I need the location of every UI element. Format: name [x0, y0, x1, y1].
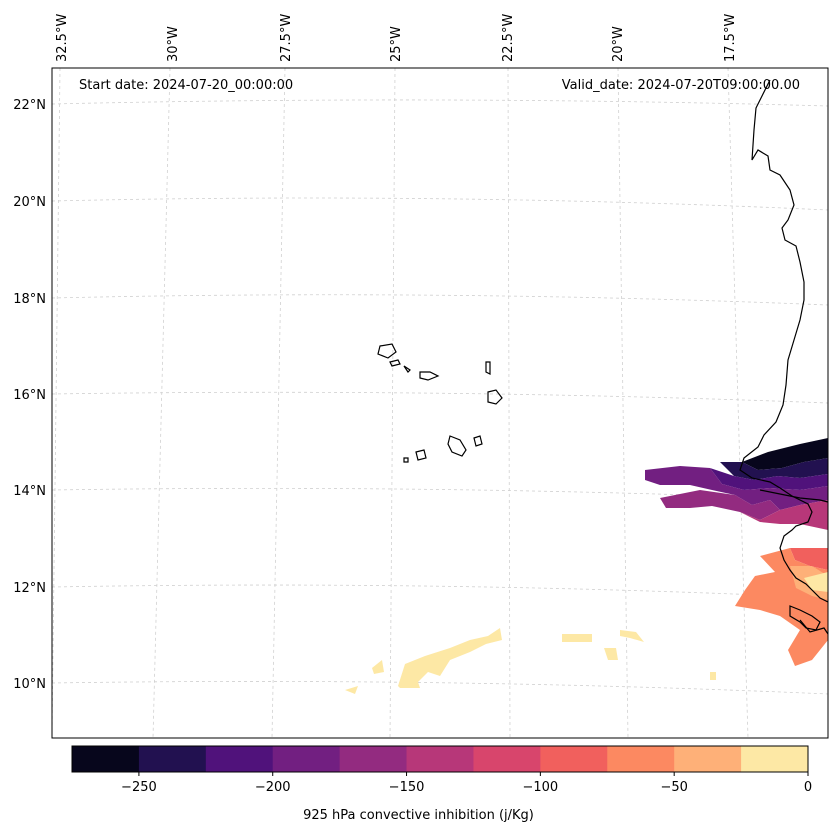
colorbar-tick-label: −100	[523, 780, 559, 795]
island-3	[403, 365, 411, 373]
colorbar-swatch	[540, 746, 608, 772]
cin-region-magenta1	[645, 466, 828, 510]
colorbar-tick-label: −50	[660, 780, 687, 795]
lon-label: 22.5°W	[501, 14, 516, 62]
cin-region-orange-deep	[790, 548, 828, 570]
plot-frame	[51, 67, 829, 739]
island-8	[473, 435, 483, 447]
lat-label: 18°N	[13, 292, 46, 307]
colorbar-swatch	[674, 746, 742, 772]
island-9	[415, 449, 427, 461]
colorbar-tick-label: −250	[121, 780, 157, 795]
cin-region-dark	[742, 438, 828, 470]
cin-region-purple	[710, 468, 828, 490]
cin-patch-3	[398, 628, 502, 688]
lat-label: 16°N	[13, 388, 46, 403]
cin-patch-2	[372, 660, 384, 674]
island-5	[485, 361, 491, 375]
colorbar-swatch	[339, 746, 408, 772]
colorbar-tick-label: 0	[804, 780, 812, 795]
colorbar-swatch	[406, 746, 474, 772]
cin-patch-5	[620, 630, 644, 642]
lon-label: 25°W	[389, 26, 404, 62]
colorbar-swatch	[272, 746, 341, 772]
colorbar-swatch	[607, 746, 675, 772]
colorbar-swatch	[741, 746, 809, 772]
colorbar-tick-label: −200	[255, 780, 291, 795]
lon-label: 17.5°W	[723, 14, 738, 62]
cin-region-magenta2	[660, 490, 780, 520]
colorbar-tick-label: −150	[389, 780, 425, 795]
lon-label: 32.5°W	[55, 14, 70, 62]
cin-field	[345, 438, 828, 694]
colorbar-label: 925 hPa convective inhibition (j/Kg)	[303, 808, 534, 823]
island-4	[419, 371, 440, 381]
island-7	[447, 435, 467, 457]
island-10	[403, 457, 409, 463]
colorbar-swatch	[473, 746, 541, 772]
cin-patch-4	[562, 634, 592, 642]
lat-label: 22°N	[13, 98, 46, 113]
lat-label: 20°N	[13, 195, 46, 210]
cin-patch-1	[345, 686, 358, 694]
valid-date-label: Valid_date: 2024-07-20T09:00:00.00	[561, 78, 800, 93]
coastlines	[377, 79, 829, 635]
gambia	[759, 489, 829, 503]
colorbar-swatch	[205, 746, 274, 772]
island-2	[389, 359, 401, 367]
guinea-border	[799, 619, 829, 635]
lat-label: 14°N	[13, 484, 46, 499]
african-coastline	[739, 79, 829, 603]
lon-label: 27.5°W	[279, 14, 294, 62]
colorbar-ticks: −250 −200 −150 −100 −50 0	[121, 772, 812, 795]
colorbar	[72, 746, 809, 772]
colorbar-swatch	[138, 746, 207, 772]
island-1	[377, 343, 397, 359]
colorbar-frame	[71, 745, 809, 773]
graticule	[51, 67, 829, 739]
cin-region-pale	[804, 572, 828, 592]
lon-label: 30°W	[166, 26, 181, 62]
colorbar-swatch	[72, 746, 140, 772]
lon-labels: 32.5°W 30°W 27.5°W 25°W 22.5°W 20°W 17.5…	[55, 14, 738, 62]
lat-label: 10°N	[13, 677, 46, 692]
lat-labels: 22°N 20°N 18°N 16°N 14°N 12°N 10°N	[13, 98, 46, 692]
lon-label: 20°W	[611, 26, 626, 62]
cin-patch-7	[710, 672, 716, 680]
lat-label: 12°N	[13, 581, 46, 596]
start-date-label: Start date: 2024-07-20_00:00:00	[79, 78, 294, 93]
cin-patch-6	[604, 648, 618, 660]
island-6	[487, 389, 503, 405]
